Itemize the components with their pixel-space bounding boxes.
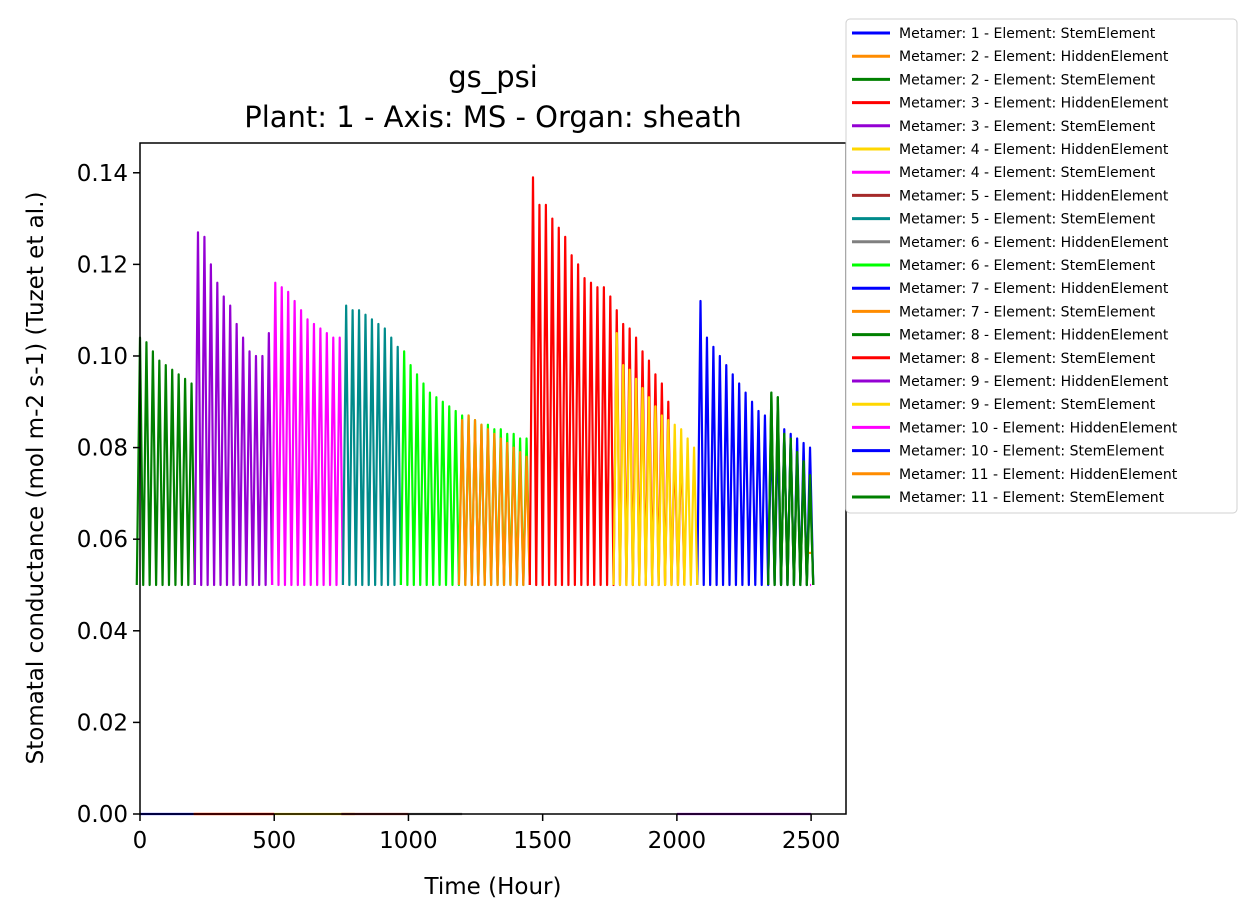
legend-entry: Metamer: 7 - Element: StemElement bbox=[899, 304, 1156, 320]
x-tick-label: 1000 bbox=[379, 828, 438, 854]
legend-entry: Metamer: 8 - Element: StemElement bbox=[899, 351, 1156, 367]
legend-entry: Metamer: 3 - Element: StemElement bbox=[899, 119, 1156, 135]
legend-entry: Metamer: 11 - Element: StemElement bbox=[899, 490, 1165, 506]
y-tick-label: 0.04 bbox=[77, 619, 128, 645]
x-tick-label: 0 bbox=[133, 828, 148, 854]
legend-entry: Metamer: 4 - Element: HiddenElement bbox=[899, 142, 1169, 158]
legend-entry: Metamer: 7 - Element: HiddenElement bbox=[899, 281, 1169, 297]
x-tick-label: 500 bbox=[252, 828, 296, 854]
legend-entry: Metamer: 4 - Element: StemElement bbox=[899, 165, 1156, 181]
legend-entry: Metamer: 3 - Element: HiddenElement bbox=[899, 96, 1169, 112]
legend-entry: Metamer: 8 - Element: HiddenElement bbox=[899, 328, 1169, 344]
legend-entry: Metamer: 9 - Element: StemElement bbox=[899, 397, 1156, 413]
series-line-5 bbox=[193, 231, 274, 587]
legend-entry: Metamer: 2 - Element: HiddenElement bbox=[899, 49, 1169, 65]
series-line-15 bbox=[528, 176, 686, 587]
y-axis-label: Stomatal conductance (mol m-2 s-1) (Tuze… bbox=[23, 192, 49, 765]
legend-entry: Metamer: 6 - Element: StemElement bbox=[899, 258, 1156, 274]
y-tick-label: 0.02 bbox=[77, 710, 128, 736]
legend-frame bbox=[845, 18, 1238, 514]
series-line-13 bbox=[457, 414, 531, 587]
legend-entry: Metamer: 5 - Element: HiddenElement bbox=[899, 188, 1169, 204]
x-tick-label: 2000 bbox=[648, 828, 707, 854]
series-line-3 bbox=[135, 336, 196, 587]
y-tick-label: 0.00 bbox=[77, 802, 128, 828]
y-tick-label: 0.08 bbox=[77, 436, 128, 462]
legend: Metamer: 1 - Element: StemElement Metamer… bbox=[845, 18, 1238, 514]
chart-subtitle: Plant: 1 - Axis: MS - Organ: sheath bbox=[244, 100, 742, 134]
legend-entry: Metamer: 5 - Element: StemElement bbox=[899, 212, 1156, 228]
y-tick-label: 0.10 bbox=[77, 344, 128, 370]
plot-area bbox=[135, 176, 815, 816]
series-line-7 bbox=[270, 281, 345, 587]
chart-title: gs_psi bbox=[448, 60, 538, 94]
x-tick-label: 2500 bbox=[782, 828, 841, 854]
series-line-17 bbox=[612, 331, 699, 587]
legend-entry: Metamer: 2 - Element: StemElement bbox=[899, 72, 1156, 88]
legend-entry: Metamer: 10 - Element: StemElement bbox=[899, 444, 1165, 460]
y-tick-label: 0.12 bbox=[77, 252, 128, 278]
series-line-21 bbox=[767, 391, 815, 587]
legend-entry: Metamer: 1 - Element: StemElement bbox=[899, 26, 1156, 42]
x-axis-label: Time (Hour) bbox=[424, 874, 562, 900]
y-tick-label: 0.06 bbox=[77, 527, 128, 553]
legend-entry: Metamer: 10 - Element: HiddenElement bbox=[899, 420, 1178, 436]
legend-entry: Metamer: 9 - Element: HiddenElement bbox=[899, 374, 1169, 390]
series-line-9 bbox=[341, 304, 403, 587]
legend-entry: Metamer: 6 - Element: HiddenElement bbox=[899, 235, 1169, 251]
x-axis: 0 500 1000 1500 2000 2500 bbox=[133, 814, 841, 854]
legend-entry: Metamer: 11 - Element: HiddenElement bbox=[899, 467, 1178, 483]
y-tick-label: 0.14 bbox=[77, 161, 128, 187]
y-axis: 0.00 0.02 0.04 0.06 0.08 0.10 0.12 0.14 bbox=[77, 161, 140, 828]
x-tick-label: 1500 bbox=[513, 828, 572, 854]
